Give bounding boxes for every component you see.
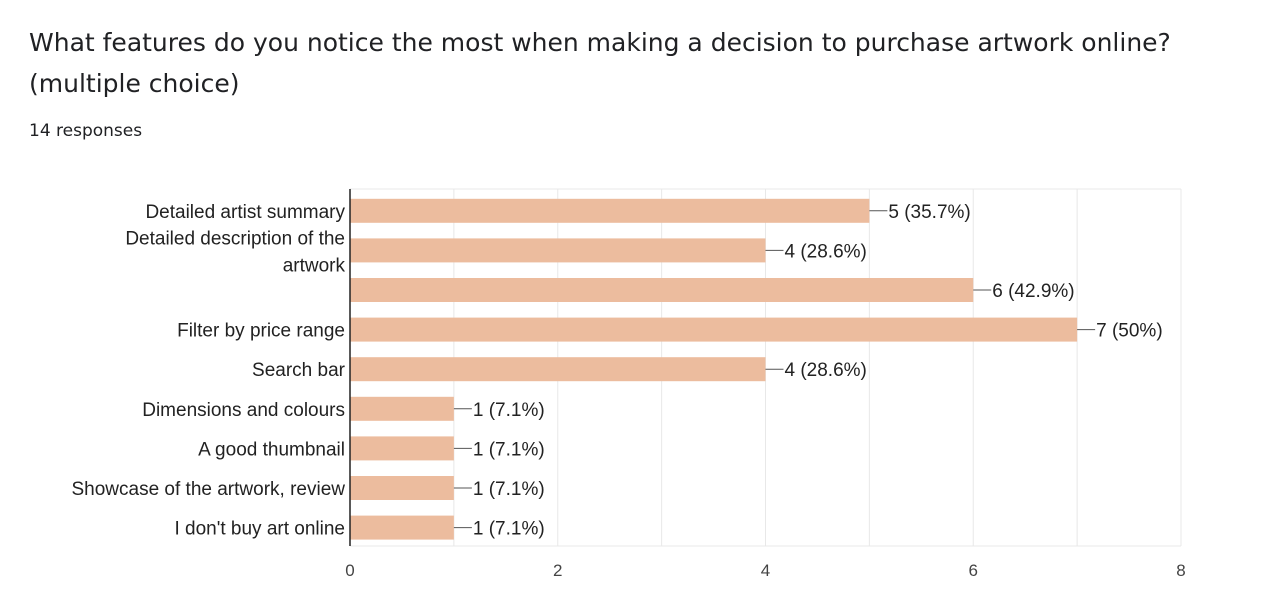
bar bbox=[350, 396, 454, 421]
bar bbox=[350, 515, 454, 540]
bar bbox=[350, 198, 870, 223]
data-label: 1 (7.1%) bbox=[473, 439, 545, 460]
data-label: 5 (35.7%) bbox=[888, 202, 970, 223]
bar bbox=[350, 238, 766, 263]
question-title: What features do you notice the most whe… bbox=[29, 28, 1171, 98]
response-count: 14 responses bbox=[29, 121, 143, 141]
x-tick-label: 0 bbox=[345, 561, 354, 580]
category-label: Dimensions and colours bbox=[142, 400, 345, 421]
data-label: 1 (7.1%) bbox=[473, 400, 545, 421]
category-label: A good thumbnail bbox=[198, 439, 345, 460]
bar bbox=[350, 436, 454, 461]
data-label: 6 (42.9%) bbox=[992, 281, 1074, 302]
data-label: 1 (7.1%) bbox=[473, 519, 545, 540]
bar bbox=[350, 278, 974, 302]
category-label: I don't buy art online bbox=[174, 519, 345, 540]
data-label: 4 (28.6%) bbox=[785, 360, 867, 381]
category-label: Search bar bbox=[252, 360, 346, 381]
x-tick-label: 4 bbox=[761, 561, 770, 580]
bar bbox=[350, 357, 766, 382]
category-label: Detailed artist summary bbox=[145, 202, 345, 223]
data-label: 7 (50%) bbox=[1096, 321, 1163, 342]
x-tick-label: 6 bbox=[969, 561, 978, 580]
category-label: Detailed description of the artwork bbox=[125, 228, 345, 276]
bar bbox=[350, 317, 1078, 342]
data-label: 4 (28.6%) bbox=[785, 241, 867, 262]
x-tick-label: 8 bbox=[1176, 561, 1185, 580]
category-label: Showcase of the artwork, review bbox=[71, 479, 345, 500]
bar bbox=[350, 476, 454, 500]
data-label: 1 (7.1%) bbox=[473, 479, 545, 500]
category-label: Filter by price range bbox=[177, 321, 345, 342]
x-tick-label: 2 bbox=[553, 561, 562, 580]
